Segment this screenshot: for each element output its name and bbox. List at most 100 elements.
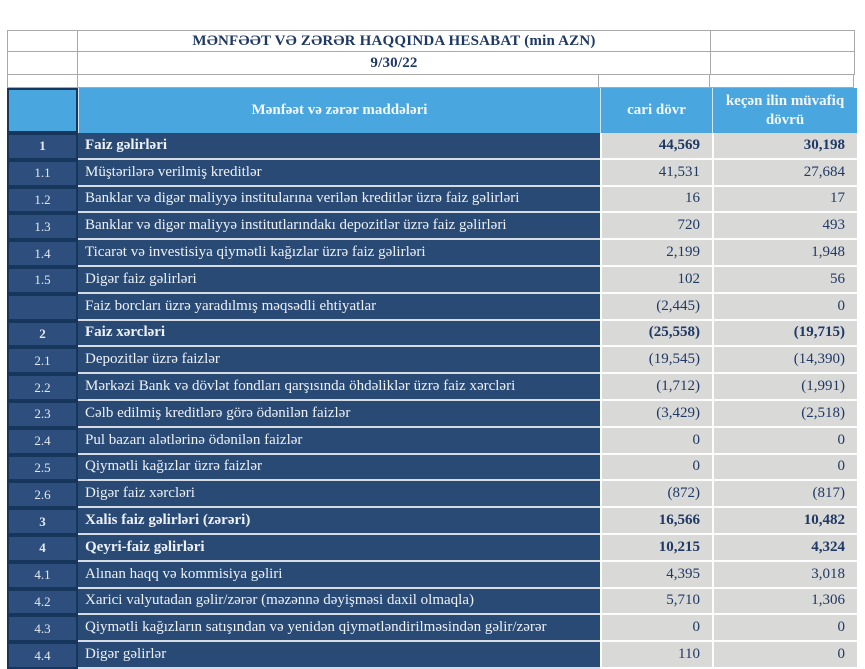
row-number-cell: 1.5 <box>7 266 78 294</box>
table-row: 1.1 Müştərilərə verilmiş kreditlər 41,53… <box>7 159 857 187</box>
current-period-value-cell: 0 <box>600 427 712 455</box>
current-period-value-cell: 16,566 <box>600 508 712 535</box>
previous-period-value-cell: (1,991) <box>712 374 857 401</box>
previous-period-value-cell: 0 <box>712 615 857 643</box>
header-row: Mənfəət və zərər maddələri cari dövr keç… <box>7 88 857 133</box>
previous-period-value-cell: 10,482 <box>712 508 857 535</box>
row-label-cell: Pul bazarı alətlərinə ödənilən faizlər <box>78 427 600 455</box>
previous-period-value-cell: (19,715) <box>712 320 857 348</box>
date-row-left-empty-cell <box>7 52 78 75</box>
row-number-cell: 4.4 <box>7 642 78 669</box>
previous-period-value-cell: 30,198 <box>712 133 857 160</box>
row-label-cell: Digər faiz xərcləri <box>78 481 600 509</box>
table-row: 2.5 Qiymətli kağızlar üzrə faizlər 0 0 <box>7 454 857 482</box>
previous-period-value-cell: 1,948 <box>712 240 857 267</box>
row-label-cell: Müştərilərə verilmiş kreditlər <box>78 159 600 187</box>
spacer-row <box>7 75 857 88</box>
row-label-cell: Cəlb edilmiş kreditlərə görə ödənilən fa… <box>78 400 600 428</box>
current-period-value-cell: (3,429) <box>600 400 712 428</box>
previous-period-value-cell: 27,684 <box>712 159 857 187</box>
current-period-value-cell: 41,531 <box>600 159 712 187</box>
spacer-cell <box>77 75 599 88</box>
table-row: 3 Xalis faiz gəlirləri (zərəri) 16,566 1… <box>7 508 857 535</box>
table-row: 4.2 Xarici valyutadan gəlir/zərər (məzən… <box>7 588 857 616</box>
row-label-cell: Faiz xərcləri <box>78 320 600 348</box>
row-label-cell: Qiymətli kağızlar üzrə faizlər <box>78 454 600 482</box>
current-period-column-header: cari dövr <box>600 88 712 133</box>
row-number-cell: 1.4 <box>7 240 78 267</box>
table-row: 2.1 Depozitlər üzrə faizlər (19,545) (14… <box>7 347 857 375</box>
row-number-cell: 2 <box>7 320 78 348</box>
current-period-value-cell: (25,558) <box>600 320 712 348</box>
current-period-value-cell: (872) <box>600 481 712 509</box>
table-row: 4.1 Alınan haqq və kommisiya gəliri 4,39… <box>7 561 857 589</box>
previous-period-value-cell: (14,390) <box>712 347 857 375</box>
current-period-value-cell: 2,199 <box>600 240 712 267</box>
profit-loss-table: MƏNFƏƏT VƏ ZƏRƏR HAQQINDA HESABAT (min A… <box>7 30 857 669</box>
previous-period-value-cell: 0 <box>712 427 857 455</box>
previous-period-value-cell: (2,518) <box>712 400 857 428</box>
previous-period-value-cell: (817) <box>712 481 857 509</box>
table-row: Faiz borcları üzrə yaradılmış məqsədli e… <box>7 293 857 321</box>
date-row: 9/30/22 <box>7 52 857 75</box>
title-row: MƏNFƏƏT VƏ ZƏRƏR HAQQINDA HESABAT (min A… <box>7 30 857 52</box>
previous-period-value-cell: 0 <box>712 454 857 482</box>
previous-period-value-cell: 4,324 <box>712 534 857 562</box>
table-body: 1 Faiz gəlirləri 44,569 30,198 1.1 Müştə… <box>7 133 857 669</box>
row-label-cell: Digər gəlirlər <box>78 642 600 669</box>
previous-period-value-cell: 0 <box>712 642 857 669</box>
row-number-cell: 4.2 <box>7 588 78 616</box>
row-number-cell: 3 <box>7 508 78 535</box>
title-cell: MƏNFƏƏT VƏ ZƏRƏR HAQQINDA HESABAT (min A… <box>77 30 711 52</box>
previous-period-value-cell: 0 <box>712 293 857 321</box>
current-period-value-cell: 102 <box>600 266 712 294</box>
row-label-cell: Depozitlər üzrə faizlər <box>78 347 600 375</box>
row-number-cell: 2.2 <box>7 374 78 401</box>
current-period-value-cell: 44,569 <box>600 133 712 160</box>
table-row: 1.3 Banklar və digər maliyyə institutlar… <box>7 213 857 241</box>
table-row: 4 Qeyri-faiz gəlirləri 10,215 4,324 <box>7 534 857 562</box>
spacer-cell <box>598 75 710 88</box>
previous-period-value-cell: 56 <box>712 266 857 294</box>
row-label-cell: Xalis faiz gəlirləri (zərəri) <box>78 508 600 535</box>
row-number-cell: 2.5 <box>7 454 78 482</box>
current-period-value-cell: 5,710 <box>600 588 712 616</box>
current-period-value-cell: 10,215 <box>600 534 712 562</box>
row-number-cell: 2.1 <box>7 347 78 375</box>
spacer-cell <box>7 75 78 88</box>
row-label-cell: Banklar və digər maliyyə institutlarında… <box>78 213 600 241</box>
row-label-cell: Xarici valyutadan gəlir/zərər (məzənnə d… <box>78 588 600 616</box>
row-number-cell: 4 <box>7 534 78 562</box>
table-row: 1.4 Ticarət və investisiya qiymətli kağı… <box>7 240 857 267</box>
previous-period-value-cell: 3,018 <box>712 561 857 589</box>
current-period-value-cell: (2,445) <box>600 293 712 321</box>
row-number-cell: 2.3 <box>7 400 78 428</box>
table-row: 4.4 Digər gəlirlər 110 0 <box>7 642 857 669</box>
row-label-cell: Ticarət və investisiya qiymətli kağızlar… <box>78 240 600 267</box>
spacer-cell <box>709 75 854 88</box>
previous-period-value-cell: 17 <box>712 186 857 214</box>
table-row: 4.3 Qiymətli kağızların satışından və ye… <box>7 615 857 643</box>
row-label-cell: Alınan haqq və kommisiya gəliri <box>78 561 600 589</box>
current-period-value-cell: (19,545) <box>600 347 712 375</box>
table-row: 2.6 Digər faiz xərcləri (872) (817) <box>7 481 857 509</box>
date-cell: 9/30/22 <box>77 52 711 75</box>
row-label-cell: Faiz gəlirləri <box>78 133 600 160</box>
row-number-cell: 2.6 <box>7 481 78 509</box>
row-label-cell: Faiz borcları üzrə yaradılmış məqsədli e… <box>78 293 600 321</box>
previous-period-column-header: keçən ilin müvafiq dövrü <box>712 88 857 133</box>
row-number-cell: 1.2 <box>7 186 78 214</box>
row-number-cell: 1.3 <box>7 213 78 241</box>
items-column-header: Mənfəət və zərər maddələri <box>78 88 600 133</box>
previous-period-value-cell: 1,306 <box>712 588 857 616</box>
table-row: 2 Faiz xərcləri (25,558) (19,715) <box>7 320 857 348</box>
header-corner-cell <box>7 88 78 133</box>
current-period-value-cell: 0 <box>600 615 712 643</box>
row-number-cell: 2.4 <box>7 427 78 455</box>
row-number-cell: 1 <box>7 133 78 160</box>
current-period-value-cell: (1,712) <box>600 374 712 401</box>
row-label-cell: Qiymətli kağızların satışından və yenidə… <box>78 615 600 643</box>
row-number-cell: 4.1 <box>7 561 78 589</box>
table-row: 2.3 Cəlb edilmiş kreditlərə görə ödənilə… <box>7 400 857 428</box>
